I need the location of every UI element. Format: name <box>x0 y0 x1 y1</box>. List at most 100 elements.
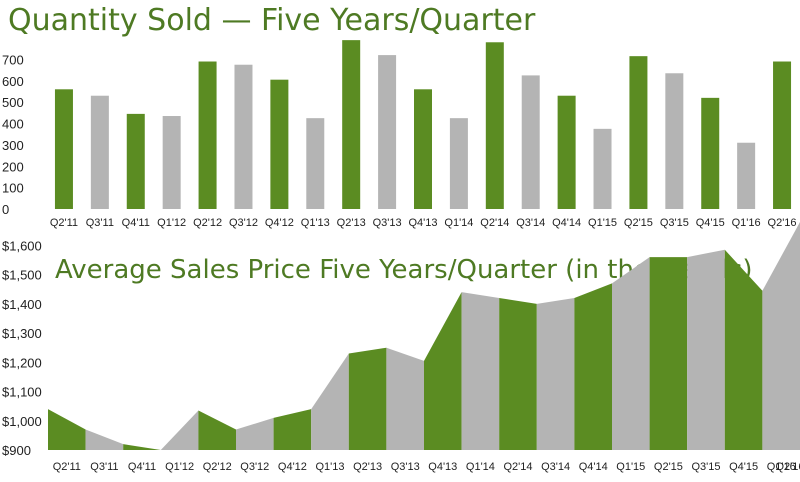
price-area-segment <box>574 283 612 450</box>
price-y-tick-label: $1,100 <box>2 385 42 400</box>
price-area-segment <box>424 292 462 450</box>
quantity-bar <box>737 142 756 209</box>
quantity-x-tick-label: Q3'13 <box>373 217 402 229</box>
quantity-bar <box>306 118 325 209</box>
quantity-bar <box>629 56 648 210</box>
quantity-x-tick-label: Q3'15 <box>660 217 689 229</box>
price-area-segment <box>236 417 274 450</box>
price-x-tick-label: Q3'14 <box>541 461 570 473</box>
price-x-tick-label: Q4'12 <box>278 461 307 473</box>
price-x-tick-label: Q4'11 <box>128 461 156 473</box>
price-y-tick-label: $1,200 <box>2 355 42 370</box>
price-x-tick-label: Q3'11 <box>90 461 118 473</box>
quantity-bar <box>665 73 684 209</box>
price-area-segment <box>348 347 387 450</box>
price-x-tick-label: Q3'15 <box>691 461 720 473</box>
price-y-tick-label: $900 <box>2 443 31 458</box>
quantity-x-tick-label: Q1'16 <box>732 217 761 229</box>
price-x-tick-label: Q1'12 <box>165 461 194 473</box>
price-area-segment <box>461 292 500 450</box>
price-x-tick-label: Q1'13 <box>315 461 344 473</box>
quantity-x-tick-label: Q4'13 <box>408 217 437 229</box>
price-area-segment <box>198 410 236 450</box>
quantity-x-tick-label: Q4'12 <box>265 217 294 229</box>
price-area-segment <box>311 353 349 450</box>
quantity-bar <box>773 61 792 210</box>
quantity-bar <box>90 95 109 209</box>
price-area-segment <box>85 429 124 450</box>
quantity-x-tick-label: Q2'15 <box>624 217 653 229</box>
quantity-x-tick-label: Q1'12 <box>157 217 186 229</box>
quantity-x-tick-label: Q3'14 <box>516 217 545 229</box>
quantity-y-tick-label: 500 <box>2 95 24 110</box>
quantity-x-tick-label: Q1'13 <box>301 217 330 229</box>
quantity-x-tick-label: Q2'11 <box>50 217 78 229</box>
price-area-segment <box>762 222 800 450</box>
price-area-segment <box>123 444 161 450</box>
price-x-tick-label: Q2'15 <box>654 461 683 473</box>
quantity-x-tick-label: Q4'15 <box>696 217 725 229</box>
quantity-bar <box>485 42 504 210</box>
price-x-tick-label: Q4'15 <box>729 461 758 473</box>
quantity-bar <box>54 89 73 209</box>
price-x-tick-label: Q2'11 <box>53 461 81 473</box>
quantity-bar <box>198 61 217 210</box>
price-y-tick-label: $1,500 <box>2 268 42 283</box>
price-area-segment <box>649 257 688 450</box>
quantity-bar <box>162 116 181 209</box>
price-y-tick-label: $1,600 <box>2 238 42 253</box>
quantity-bar <box>270 79 289 210</box>
quantity-bar <box>414 89 432 209</box>
price-x-tick-label: Q4'14 <box>579 461 608 473</box>
price-x-tick-label: Q3'13 <box>391 461 420 473</box>
price-y-tick-label: $1,400 <box>2 297 42 312</box>
price-y-tick-label: $1,000 <box>2 414 42 429</box>
price-x-tick-label: Q2'12 <box>203 461 232 473</box>
price-y-tick-label: $1,300 <box>2 326 42 341</box>
quantity-sold-bar-chart: Q2'11 Q3'11 Q4'11 Q1'12 Q2'12 Q3'12 Q4'12 Q1'13… <box>2 40 797 229</box>
price-area-segment <box>687 249 725 450</box>
price-x-tick-label: Q1'16 <box>767 461 796 473</box>
price-x-tick-label: Q3'12 <box>240 461 269 473</box>
quantity-bar <box>701 97 720 209</box>
price-area-segment <box>724 249 763 450</box>
quantity-x-tick-label: Q2'12 <box>193 217 222 229</box>
quantity-x-tick-label: Q2'13 <box>337 217 366 229</box>
price-area-segment <box>48 409 86 450</box>
quantity-bar <box>126 113 145 209</box>
quantity-y-tick-label: 200 <box>2 159 24 174</box>
quantity-bar <box>557 95 576 209</box>
quantity-bar <box>593 128 612 209</box>
quantity-bar <box>378 55 397 209</box>
quantity-y-tick-label: 600 <box>2 74 24 89</box>
quantity-bar <box>521 75 540 209</box>
quantity-bar <box>342 40 361 210</box>
quantity-x-tick-label: Q4'11 <box>122 217 150 229</box>
quantity-bar <box>449 118 468 209</box>
price-x-tick-label: Q2'13 <box>353 461 382 473</box>
average-price-area-chart: Q2'11 Q3'11 Q4'11 Q1'12 Q2'12 Q3'12 Q4'12 Q1'13… <box>2 222 800 473</box>
price-x-tick-label: Q2'16 <box>775 461 800 473</box>
quantity-x-tick-label: Q1'14 <box>444 217 473 229</box>
quantity-x-tick-label: Q4'14 <box>552 217 581 229</box>
quantity-y-tick-label: 700 <box>2 52 24 67</box>
price-area-segment <box>273 409 312 450</box>
price-x-tick-label: Q2'14 <box>503 461 532 473</box>
quantity-x-tick-label: Q2'14 <box>480 217 509 229</box>
price-x-tick-label: Q1'15 <box>616 461 645 473</box>
price-area-segment <box>499 298 537 450</box>
quantity-y-tick-label: 300 <box>2 138 24 153</box>
quantity-x-tick-label: Q2'16 <box>768 217 797 229</box>
quantity-x-tick-label: Q3'12 <box>229 217 258 229</box>
price-area-segment <box>386 347 424 450</box>
price-x-tick-label: Q4'13 <box>428 461 457 473</box>
quantity-y-tick-label: 0 <box>2 202 9 217</box>
quantity-bar <box>234 64 253 209</box>
price-area-segment <box>160 410 199 450</box>
quantity-y-tick-label: 100 <box>2 181 24 196</box>
quantity-y-tick-label: 400 <box>2 117 24 132</box>
quantity-chart-title: Quantity Sold — Five Years/Quarter <box>8 3 536 38</box>
quantity-x-tick-label: Q3'11 <box>86 217 114 229</box>
price-area-segment <box>612 257 650 450</box>
